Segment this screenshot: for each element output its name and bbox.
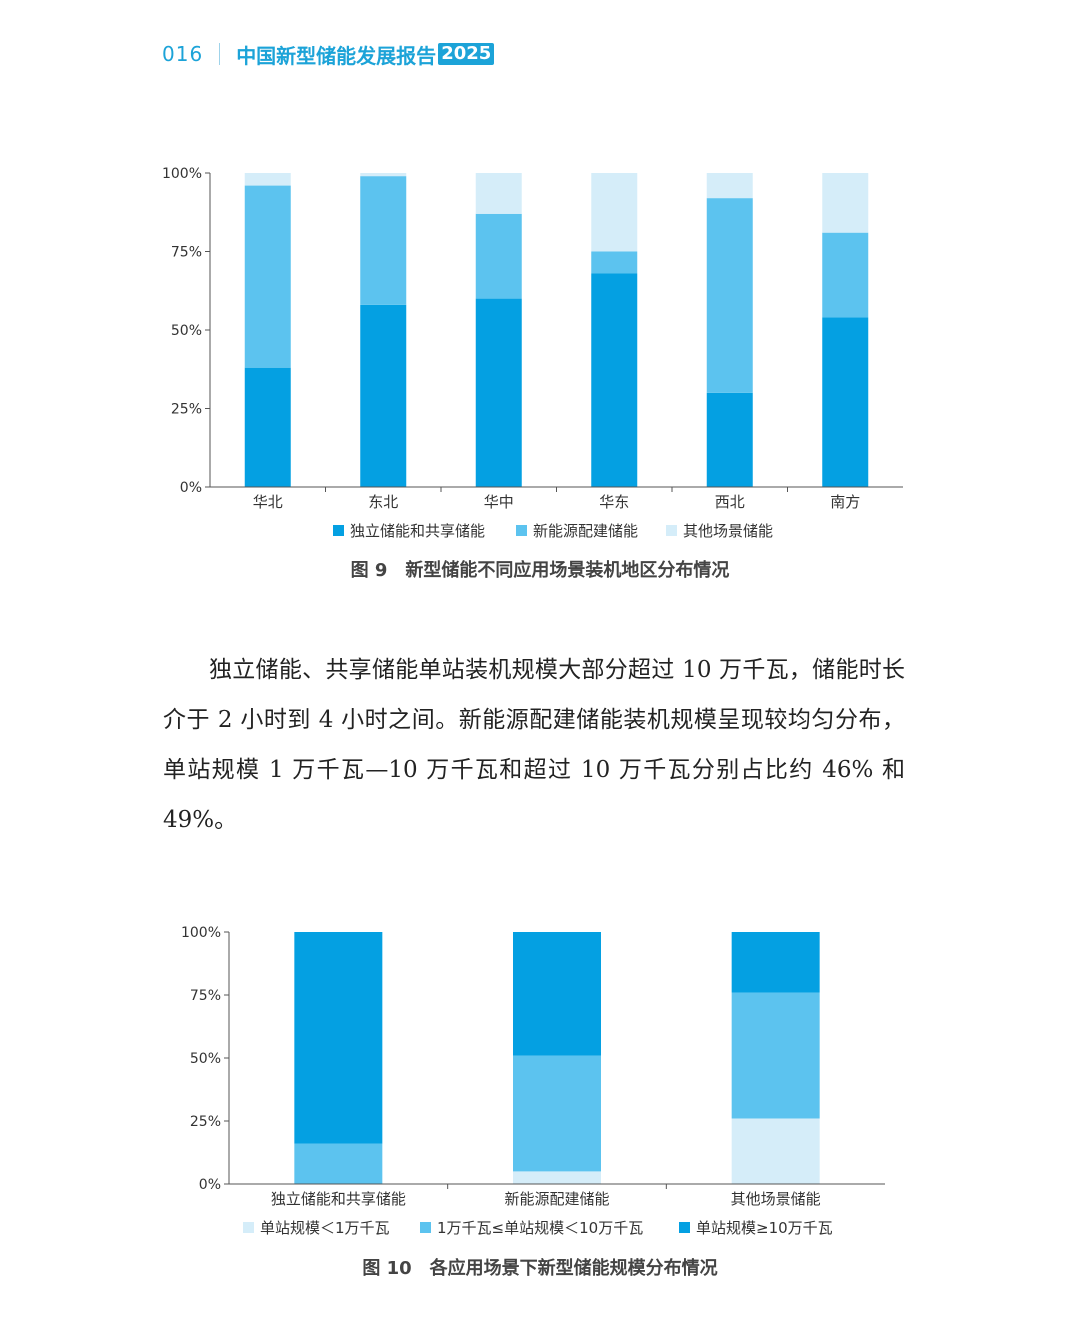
fig9-bar-segment — [706, 173, 753, 199]
fig10-bar-segment — [513, 1055, 601, 1172]
fig9-bar-segment — [822, 317, 869, 487]
fig10-ytick-label: 25% — [190, 1114, 221, 1130]
fig10-legend-label: 单站规模≥10万千瓦 — [696, 1219, 833, 1237]
fig10-bar-segment — [294, 1143, 383, 1184]
fig9-category-label: 东北 — [368, 493, 398, 511]
fig9-legend-swatch — [666, 525, 677, 536]
figure-9-number: 图 9 — [350, 560, 388, 581]
fig10-category-label: 独立储能和共享储能 — [271, 1190, 406, 1208]
fig10-ytick-label: 100% — [181, 925, 221, 941]
fig9-bar-segment — [475, 298, 522, 487]
fig9-bar-segment — [822, 173, 869, 233]
fig9-bar-segment — [591, 173, 638, 252]
fig9-category-label: 华中 — [484, 493, 514, 511]
fig9-bar-segment — [244, 367, 291, 487]
report-year-badge: 2025 — [438, 43, 495, 65]
fig10-category-label: 其他场景储能 — [731, 1190, 821, 1208]
fig9-bar-segment — [706, 198, 753, 393]
fig9-ytick-label: 100% — [162, 166, 202, 182]
header-divider — [219, 43, 221, 65]
fig10-bar-segment — [731, 992, 820, 1119]
fig10-bar-segment — [513, 1171, 601, 1184]
fig9-bar-segment — [706, 392, 753, 487]
fig9-category-label: 华东 — [599, 493, 629, 511]
fig9-legend-label: 其他场景储能 — [683, 522, 773, 540]
fig9-ytick-label: 75% — [171, 245, 202, 261]
body-paragraph-block: 独立储能、共享储能单站装机规模大部分超过 10 万千瓦，储能时长介于 2 小时到… — [163, 645, 905, 845]
fig10-legend-swatch — [243, 1222, 254, 1233]
fig9-bar-segment — [244, 173, 291, 186]
figure-10-stacked-bar-chart: 0% 25% 50% 75% 100% 独立储能和共享储能 新能源配建储能 其他场景储能单站规… — [181, 925, 885, 1237]
figure-9-title: 新型储能不同应用场景装机地区分布情况 — [405, 560, 730, 581]
fig9-bar-segment — [591, 251, 638, 274]
fig10-bar-segment — [294, 932, 383, 1144]
fig9-bar-segment — [475, 213, 522, 299]
page-header: 016 中国新型储能发展报告 2025 — [162, 38, 495, 70]
fig10-bar-segment — [731, 932, 820, 993]
report-title: 中国新型储能发展报告 — [236, 43, 437, 68]
fig9-bar-segment — [822, 232, 869, 318]
fig10-bar-segment — [513, 932, 601, 1056]
fig9-ytick-label: 25% — [171, 402, 202, 418]
fig10-ytick-label: 0% — [199, 1177, 221, 1193]
figure-10-caption: 图 10 各应用场景下新型储能规模分布情况 — [0, 1254, 1080, 1280]
fig10-ytick-label: 50% — [190, 1051, 221, 1067]
fig10-legend-label: 单站规模＜1万千瓦 — [260, 1219, 390, 1237]
page-number: 016 — [162, 42, 204, 66]
fig9-bar-segment — [475, 173, 522, 214]
figure-10-title: 各应用场景下新型储能规模分布情况 — [429, 1258, 718, 1279]
fig9-category-label: 南方 — [830, 493, 860, 511]
fig9-ytick-label: 50% — [171, 323, 202, 339]
fig9-bar-segment — [591, 273, 638, 487]
fig10-legend-swatch — [679, 1222, 690, 1233]
fig9-legend-swatch — [333, 525, 344, 536]
fig9-ytick-label: 0% — [180, 480, 202, 496]
fig9-bar-segment — [244, 185, 291, 368]
fig9-legend-label: 新能源配建储能 — [533, 522, 638, 540]
body-paragraph: 独立储能、共享储能单站装机规模大部分超过 10 万千瓦，储能时长介于 2 小时到… — [163, 657, 905, 833]
fig10-ytick-label: 75% — [190, 988, 221, 1004]
fig9-legend-swatch — [516, 525, 527, 536]
fig9-bar-segment — [360, 304, 407, 487]
fig10-bar-segment — [731, 1118, 820, 1184]
fig9-category-label: 西北 — [715, 493, 745, 511]
figure-9-caption: 图 9 新型储能不同应用场景装机地区分布情况 — [0, 556, 1080, 582]
fig9-legend-label: 独立储能和共享储能 — [350, 522, 485, 540]
fig10-legend-label: 1万千瓦≤单站规模＜10万千瓦 — [437, 1219, 643, 1237]
fig9-bar-segment — [360, 173, 407, 177]
fig10-legend-swatch — [420, 1222, 431, 1233]
figure-10-number: 图 10 — [362, 1258, 412, 1279]
fig9-bar-segment — [360, 176, 407, 305]
fig9-category-label: 华北 — [253, 493, 283, 511]
fig10-category-label: 新能源配建储能 — [504, 1190, 609, 1208]
